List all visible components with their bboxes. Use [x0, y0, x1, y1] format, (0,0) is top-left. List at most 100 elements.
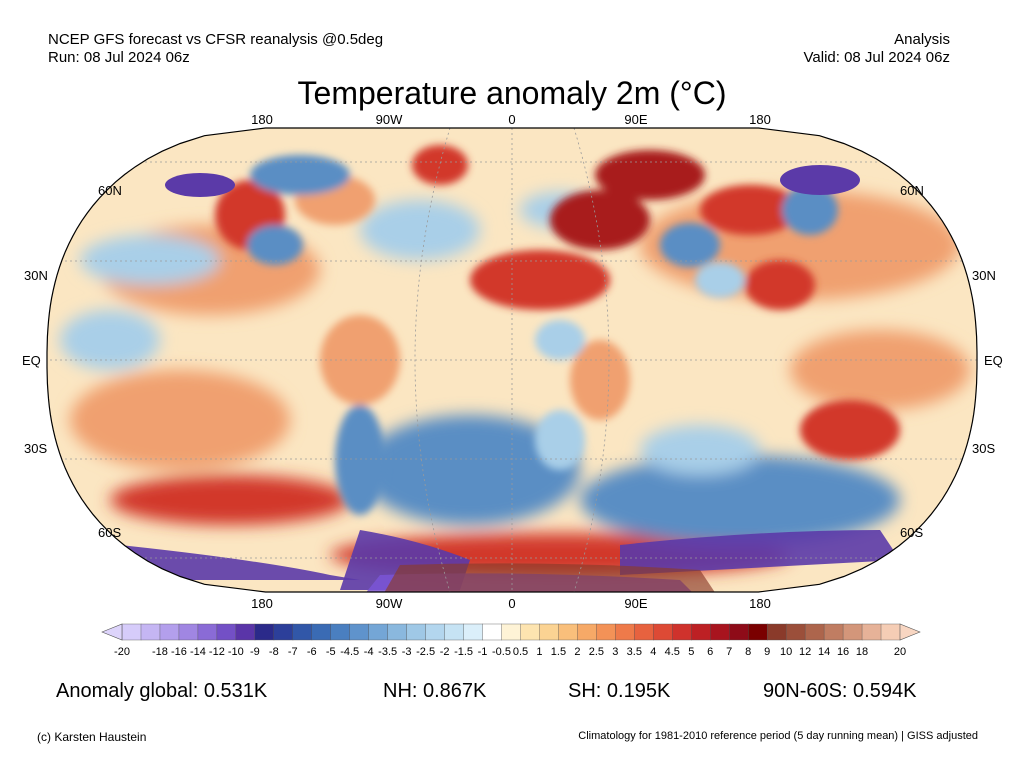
lat-label-left-eq: EQ [22, 353, 41, 368]
colorbar-label: 12 [798, 646, 812, 658]
colorbar-cell [785, 623, 806, 641]
colorbar-cell [804, 623, 825, 641]
colorbar-cell [615, 623, 635, 641]
colorbar-cell [121, 623, 142, 641]
colorbar-cell [235, 623, 256, 641]
colorbar-label: -9 [249, 646, 260, 658]
anomaly-map [46, 127, 978, 593]
lat-label-right-eq: EQ [984, 353, 1003, 368]
colorbar-label: -16 [170, 646, 187, 658]
colorbar-cell [842, 623, 863, 641]
lon-label-bottom-0: 0 [508, 596, 516, 611]
header-right: Analysis Valid: 08 Jul 2024 06z [804, 31, 951, 67]
colorbar-cell [197, 623, 218, 641]
colorbar-label: -5 [325, 646, 336, 658]
colorbar-cell [577, 623, 597, 641]
colorbar-cell [766, 623, 787, 641]
colorbar-label: 14 [817, 646, 831, 658]
lat-label-right-30n: 30N [972, 268, 996, 283]
colorbar-label: 1.5 [550, 646, 567, 658]
colorbar-cells [121, 623, 901, 641]
stat-arctic: 90N-60S: 0.594K [763, 680, 917, 702]
colorbar-label: 2 [574, 646, 581, 658]
colorbar [101, 623, 921, 641]
colorbar-cell [520, 623, 540, 641]
lon-label-bottom-90e: 90E [624, 596, 648, 611]
colorbar-cell [748, 623, 768, 641]
colorbar-label: -8 [268, 646, 279, 658]
lon-label-bottom-180w: 180 [251, 596, 273, 611]
colorbar-label: -2.5 [416, 646, 436, 658]
colorbar-cell [482, 623, 503, 641]
model-description: NCEP GFS forecast vs CFSR reanalysis @0.… [48, 31, 384, 48]
run-time: Run: 08 Jul 2024 06z [48, 49, 190, 66]
colorbar-cell [823, 623, 844, 641]
lon-label-top-180e: 180 [749, 112, 771, 127]
colorbar-cell [596, 623, 616, 641]
colorbar-cell [880, 623, 901, 641]
colorbar-label: -0.5 [492, 646, 511, 658]
colorbar-label: -6 [306, 646, 317, 658]
colorbar-cell [425, 623, 446, 641]
colorbar-cell [368, 623, 389, 641]
colorbar-label: 7 [726, 646, 733, 658]
lon-label-bottom-180e: 180 [749, 596, 771, 611]
header-left: NCEP GFS forecast vs CFSR reanalysis @0.… [48, 31, 383, 67]
colorbar-label: -12 [208, 646, 225, 658]
colorbar-cell [292, 623, 313, 641]
lat-label-right-60s: 60S [900, 525, 924, 540]
colorbar-label: 16 [836, 646, 850, 658]
colorbar-label: 3.5 [626, 646, 642, 658]
lon-label-bottom-90w: 90W [375, 596, 403, 611]
colorbar-cell [634, 623, 654, 641]
graticule-lon-line [573, 128, 610, 592]
colorbar-cell [387, 623, 408, 641]
colorbar-triangle-low [101, 623, 123, 641]
colorbar-cell [501, 623, 521, 641]
colorbar-label: -1.5 [454, 646, 474, 658]
colorbar-cell [330, 623, 351, 641]
map-outline [46, 127, 978, 593]
colorbar-label: -3.5 [378, 646, 398, 658]
graticule [47, 128, 977, 592]
colorbar-label: -10 [227, 646, 244, 658]
colorbar-label: 6 [707, 646, 714, 658]
colorbar-cell [539, 623, 559, 641]
lat-label-right-60n: 60N [900, 183, 924, 198]
colorbar-label: -4.5 [340, 646, 360, 658]
colorbar-label: 1 [536, 646, 543, 658]
colorbar-label: -20 [114, 646, 130, 658]
lat-label-left-30s: 30S [24, 441, 48, 456]
colorbar-cell [311, 623, 332, 641]
colorbar-cell [729, 623, 749, 641]
colorbar-cell [710, 623, 730, 641]
colorbar-cell [861, 623, 882, 641]
colorbar-label: -4 [363, 646, 374, 658]
colorbar-cell [691, 623, 711, 641]
colorbar-label: 5 [688, 646, 695, 658]
colorbar-cell [159, 623, 180, 641]
colorbar-label: -3 [401, 646, 412, 658]
map-fill [47, 128, 977, 592]
colorbar-cell [216, 623, 237, 641]
colorbar-label: 4.5 [664, 646, 680, 658]
lat-label-left-60s: 60S [98, 525, 122, 540]
lon-label-top-90e: 90E [624, 112, 648, 127]
colorbar-cell [653, 623, 673, 641]
colorbar-cell [558, 623, 578, 641]
lon-label-top-180w: 180 [251, 112, 273, 127]
stat-nh: NH: 0.867K [383, 680, 487, 702]
graticule-lon-line [414, 128, 451, 592]
colorbar-label: 3 [612, 646, 619, 658]
lat-label-right-30s: 30S [972, 441, 996, 456]
map-title: Temperature anomaly 2m (°C) [297, 75, 727, 111]
colorbar-label: -14 [189, 646, 206, 658]
colorbar-cell [463, 623, 484, 641]
colorbar-cell [444, 623, 465, 641]
colorbar-label: -7 [287, 646, 298, 658]
analysis-label: Analysis [894, 31, 950, 48]
footer-credit: (c) Karsten Haustein [37, 730, 147, 744]
colorbar-label: 20 [893, 646, 907, 658]
valid-time: Valid: 08 Jul 2024 06z [803, 49, 951, 66]
colorbar-label: 10 [780, 646, 793, 658]
